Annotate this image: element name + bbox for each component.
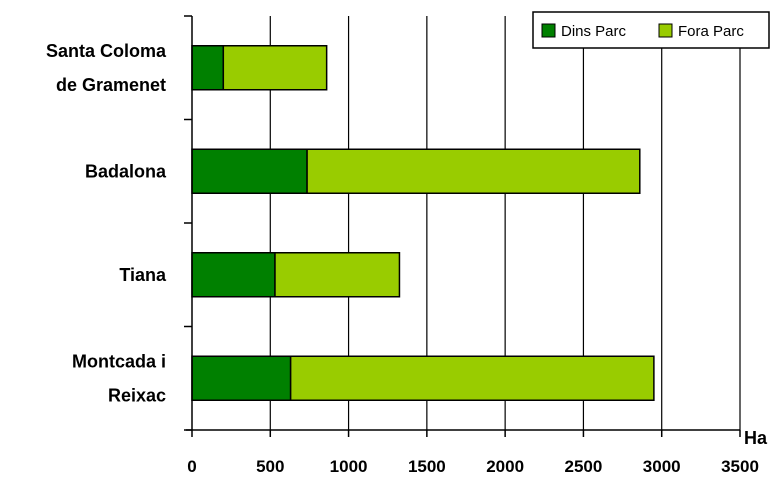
category-label-line: Tiana xyxy=(119,265,167,285)
gridlines xyxy=(269,16,741,430)
category-label-3: Montcada i Reixac xyxy=(72,351,166,405)
category-label-line: Reixac xyxy=(108,385,166,405)
legend: Dins Parc Fora Parc xyxy=(532,11,770,49)
bar-fora-parc-1 xyxy=(306,148,641,194)
x-axis-unit-label: Ha xyxy=(744,428,768,448)
x-tick-label-3000: 3000 xyxy=(643,457,681,476)
legend-swatch-dins-parc xyxy=(541,23,556,38)
category-label-0: Santa Coloma de Gramenet xyxy=(46,41,167,95)
bar-dins-parc-0 xyxy=(191,45,225,91)
x-tick-label-3500: 3500 xyxy=(721,457,759,476)
legend-box xyxy=(532,11,770,49)
bar-dins-parc-1 xyxy=(191,148,308,194)
legend-label-fora-parc: Fora Parc xyxy=(678,23,744,40)
bar-dins-parc-3 xyxy=(191,355,292,401)
category-label-line: Santa Coloma xyxy=(46,41,167,61)
x-tick-label-500: 500 xyxy=(256,457,284,476)
labels: Santa Coloma de Gramenet Badalona Tiana Mont… xyxy=(46,41,768,476)
category-label-line: Montcada i xyxy=(72,351,166,371)
bars xyxy=(191,45,655,401)
bar-fora-parc-3 xyxy=(289,355,655,401)
x-tick-label-2500: 2500 xyxy=(565,457,603,476)
x-tick-label-1000: 1000 xyxy=(330,457,368,476)
bar-fora-parc-0 xyxy=(222,45,328,91)
x-tick-label-1500: 1500 xyxy=(408,457,446,476)
axes xyxy=(184,15,741,437)
x-tick-label-2000: 2000 xyxy=(486,457,524,476)
category-label-1: Badalona xyxy=(85,161,167,181)
legend-swatch-fora-parc xyxy=(658,23,673,38)
x-tick-label-0: 0 xyxy=(187,457,196,476)
category-label-line: de Gramenet xyxy=(56,75,166,95)
bar-fora-parc-2 xyxy=(274,252,401,298)
bar-dins-parc-2 xyxy=(191,252,276,298)
legend-label-dins-parc: Dins Parc xyxy=(561,23,627,40)
category-label-2: Tiana xyxy=(119,265,167,285)
category-label-line: Badalona xyxy=(85,161,167,181)
